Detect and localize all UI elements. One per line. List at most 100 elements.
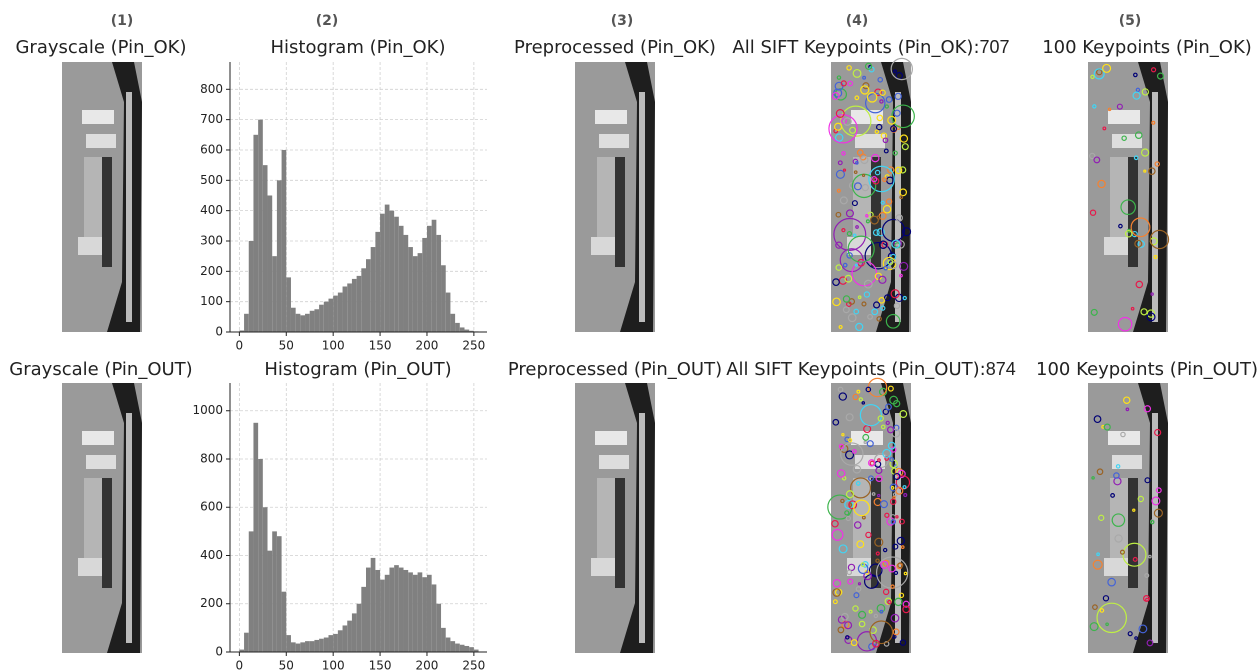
photo: [62, 62, 142, 332]
histogram-bar: [385, 205, 390, 332]
histogram-bar: [296, 314, 301, 332]
histogram-bar: [385, 575, 390, 652]
panel-title: All SIFT Keypoints (Pin_OK):707: [732, 37, 1009, 58]
photo: [828, 378, 911, 653]
histogram-bar: [455, 323, 460, 332]
histogram-bar: [244, 633, 249, 652]
x-tick-label: 150: [369, 339, 392, 353]
clamp-block: [1112, 134, 1142, 148]
histogram-bar: [268, 195, 273, 332]
histogram-bar: [450, 314, 455, 332]
sift-count: 874: [986, 359, 1016, 379]
histogram-bar: [310, 641, 315, 652]
histogram-bar: [436, 235, 441, 332]
histogram-bar: [427, 226, 432, 332]
column-label: (3): [611, 13, 634, 29]
histogram-bar: [272, 256, 277, 332]
histogram-bar: [366, 568, 371, 652]
histogram-bar: [333, 296, 338, 332]
clamp-block: [86, 134, 116, 148]
panel-title: Histogram (Pin_OUT): [264, 359, 451, 380]
rail-edge: [126, 92, 132, 322]
panel-title: Preprocessed (Pin_OK): [514, 37, 716, 58]
histogram-bar: [282, 150, 287, 332]
histogram-bar: [352, 613, 357, 652]
rail-edge: [895, 413, 901, 643]
histogram-bar: [333, 634, 338, 652]
histogram-bar: [328, 299, 333, 332]
sift-count: 707: [980, 37, 1010, 57]
histogram-bar: [380, 214, 385, 332]
panel-title: Preprocessed (Pin_OUT): [508, 359, 722, 380]
panel-title: All SIFT Keypoints (Pin_OUT):874: [726, 359, 1016, 380]
histogram-bar: [352, 279, 357, 332]
histogram-bar: [422, 577, 427, 652]
pin-dark: [102, 157, 112, 267]
histogram-bar: [300, 315, 305, 332]
histogram-bar: [272, 531, 277, 652]
x-tick-label: 200: [416, 659, 439, 670]
histogram-bar: [404, 235, 409, 332]
y-tick-label: 200: [200, 596, 223, 610]
x-tick-label: 50: [279, 659, 294, 670]
pin-dark: [102, 478, 112, 588]
histogram-bar: [258, 459, 263, 652]
histogram-bar: [389, 568, 394, 652]
y-tick-label: 500: [200, 173, 223, 187]
histogram-bar: [305, 314, 310, 332]
histogram-bar: [418, 572, 423, 652]
rail-edge: [1152, 92, 1158, 322]
histogram-bar: [455, 644, 460, 652]
histogram-bar: [441, 265, 446, 332]
y-tick-label: 200: [200, 264, 223, 278]
histogram-bar: [418, 253, 423, 332]
histogram-bar: [319, 305, 324, 332]
histogram-bar: [394, 565, 399, 652]
histogram-bar: [277, 536, 282, 652]
y-tick-label: 100: [200, 294, 223, 308]
clamp-block: [86, 455, 116, 469]
y-tick-label: 600: [200, 142, 223, 156]
histogram-bar: [413, 256, 418, 332]
column-label: (1): [111, 13, 134, 29]
clamp-block: [595, 431, 627, 445]
x-tick-label: 100: [322, 659, 345, 670]
histogram-bar: [319, 639, 324, 652]
clamp-block: [599, 455, 629, 469]
clamp-block: [595, 110, 627, 124]
y-tick-label: 800: [200, 82, 223, 96]
photo: [575, 383, 655, 653]
panel-title: Histogram (Pin_OK): [271, 37, 446, 58]
rail-edge: [639, 413, 645, 643]
photo: [62, 383, 142, 653]
histogram-bar: [389, 211, 394, 332]
histogram-bar: [399, 226, 404, 332]
histogram-bar: [314, 309, 319, 332]
histogram-bar: [324, 302, 329, 332]
x-tick-label: 0: [236, 339, 244, 353]
histogram-bar: [300, 642, 305, 652]
histogram-bar: [450, 641, 455, 652]
histogram-bar: [399, 568, 404, 652]
histogram-bar: [460, 645, 465, 652]
histogram-bar: [375, 232, 380, 332]
column-label: (4): [846, 13, 869, 29]
histogram-bar: [310, 311, 315, 332]
histogram-bar: [328, 635, 333, 652]
histogram-bar: [441, 628, 446, 652]
histogram-bar: [291, 642, 296, 652]
y-tick-label: 0: [215, 325, 223, 339]
histogram-bar: [305, 641, 310, 652]
y-tick-label: 600: [200, 500, 223, 514]
pin-body: [597, 157, 615, 237]
histogram-bar: [464, 646, 469, 652]
figure: (1) (2) (3) (4) (5) Grayscale (Pin_OK)Hi…: [0, 0, 1258, 670]
histogram-bar: [469, 647, 474, 652]
histogram-bar: [347, 283, 352, 332]
panel-title: 100 Keypoints (Pin_OK): [1042, 37, 1252, 58]
y-tick-label: 0: [215, 645, 223, 659]
histogram-bar: [380, 580, 385, 652]
histogram-bar: [263, 507, 268, 652]
y-tick-label: 1000: [192, 403, 223, 417]
histogram-bar: [357, 604, 362, 652]
